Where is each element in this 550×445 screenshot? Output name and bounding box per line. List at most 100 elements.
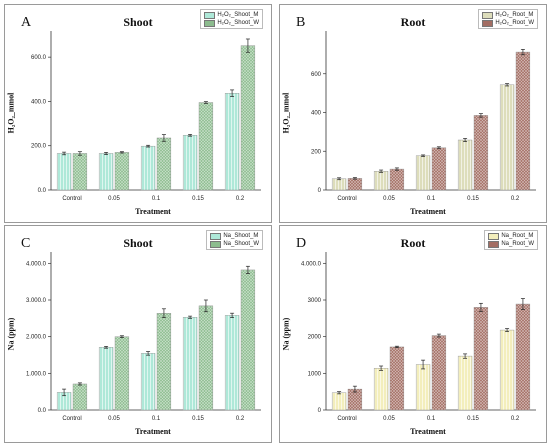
chart-d-plot: 0 1000 2000 3000 4.000.0 Control 0.05 0.1 0.15 0.… bbox=[301, 252, 536, 422]
bar-m bbox=[373, 171, 389, 191]
y-tick-label: 0.0 bbox=[38, 188, 47, 194]
legend-label: H₂O₂_Root_M bbox=[495, 12, 534, 18]
bar-w bbox=[389, 168, 405, 191]
chart-title: Shoot bbox=[123, 236, 153, 250]
legend-item: Na_Shoot_M bbox=[210, 232, 259, 240]
legend-label: Na_Shoot_W bbox=[223, 241, 259, 247]
x-axis-label: Treatment bbox=[135, 427, 171, 436]
x-axis-label: Treatment bbox=[135, 207, 171, 216]
bar-w bbox=[473, 115, 489, 191]
bar-w bbox=[198, 102, 214, 191]
y-tick-label: 0.0 bbox=[38, 408, 47, 414]
bar-m bbox=[499, 329, 515, 411]
legend-item: H₂O₂_Root_W bbox=[482, 19, 534, 27]
bar-m bbox=[98, 347, 114, 411]
legend-item: Na_Root_M bbox=[488, 232, 534, 240]
y-tick-label: 200 bbox=[311, 149, 322, 155]
legend: Na_Root_M Na_Root_W bbox=[484, 230, 538, 250]
legend-swatch-w bbox=[210, 240, 222, 248]
x-tick-label: 0.2 bbox=[511, 196, 520, 202]
bar-w bbox=[156, 312, 172, 411]
x-axis-label: Treatment bbox=[410, 207, 446, 216]
bar-w bbox=[473, 307, 489, 411]
chart-c-plot: 0.0 1.000.0 2.000.0 3.000.0 4.000.0 Control 0.… bbox=[26, 252, 261, 422]
bar-w bbox=[240, 45, 256, 191]
x-tick-label: 0.05 bbox=[383, 416, 395, 422]
bar-w bbox=[389, 346, 405, 411]
x-tick-label: 0.15 bbox=[467, 196, 479, 202]
x-tick-label: 0.15 bbox=[192, 196, 204, 202]
bar-w bbox=[156, 137, 172, 191]
bar-w bbox=[515, 51, 531, 191]
bar-w bbox=[114, 336, 130, 411]
bar-m bbox=[140, 353, 156, 411]
y-tick-label: 3000 bbox=[308, 298, 322, 304]
x-tick-label: Control bbox=[337, 196, 356, 202]
legend-item: Na_Root_W bbox=[488, 240, 534, 248]
x-tick-label: 0.1 bbox=[427, 416, 436, 422]
chart-title: Root bbox=[400, 15, 426, 29]
x-tick-label: 0.05 bbox=[108, 196, 120, 202]
bar-m bbox=[457, 139, 473, 191]
bar-m bbox=[457, 355, 473, 411]
legend-swatch-w bbox=[488, 240, 500, 248]
bar-w bbox=[515, 303, 531, 411]
bar-m bbox=[224, 315, 240, 411]
panel-d-root-na: 0 1000 2000 3000 4.000.0 Control 0.05 0.1 0.15 0.… bbox=[279, 225, 547, 443]
bar-m bbox=[98, 153, 114, 191]
legend-label: H₂O₂_Root_W bbox=[495, 20, 534, 26]
x-tick-label: 0.05 bbox=[108, 416, 120, 422]
y-tick-label: 0 bbox=[318, 408, 322, 414]
chart-title: Shoot bbox=[123, 15, 153, 29]
x-tick-label: Control bbox=[62, 196, 81, 202]
legend-swatch-w bbox=[204, 19, 216, 27]
chart-title: Root bbox=[400, 236, 426, 250]
bar-m bbox=[373, 367, 389, 411]
bar-m bbox=[499, 84, 515, 191]
legend: H₂O₂_Shoot_M H₂O₂_Shoot_W bbox=[200, 9, 263, 29]
legend-swatch-m bbox=[488, 232, 500, 240]
legend-swatch-m bbox=[204, 11, 216, 19]
y-tick-label: 1000 bbox=[308, 371, 322, 377]
x-tick-label: 0.2 bbox=[236, 196, 245, 202]
legend-label: Na_Root_M bbox=[501, 233, 534, 239]
bar-w bbox=[431, 147, 447, 191]
y-tick-label: 3.000.0 bbox=[26, 298, 47, 304]
bar-w bbox=[240, 269, 256, 411]
y-tick-label: 400.0 bbox=[31, 99, 47, 105]
legend-item: H₂O₂_Shoot_W bbox=[204, 19, 259, 27]
y-tick-label: 4.000.0 bbox=[26, 261, 47, 267]
x-tick-label: 0.2 bbox=[236, 416, 245, 422]
y-tick-label: 2.000.0 bbox=[26, 335, 47, 341]
legend: Na_Shoot_M Na_Shoot_W bbox=[206, 230, 263, 250]
y-tick-label: 600.0 bbox=[31, 55, 47, 61]
bar-w bbox=[114, 152, 130, 191]
legend-item: H₂O₂_Root_M bbox=[482, 11, 534, 19]
x-tick-label: 0.1 bbox=[152, 416, 161, 422]
legend: H₂O₂_Root_M H₂O₂_Root_W bbox=[478, 9, 538, 29]
y-tick-label: 1.000.0 bbox=[26, 371, 47, 377]
legend-label: Na_Root_W bbox=[501, 241, 534, 247]
bar-w bbox=[72, 383, 88, 411]
legend-label: H₂O₂_Shoot_W bbox=[217, 20, 259, 26]
y-tick-label: 4.000.0 bbox=[301, 261, 322, 267]
panel-letter: A bbox=[21, 15, 32, 30]
bar-m bbox=[182, 317, 198, 411]
bar-m bbox=[415, 155, 431, 191]
bar-w bbox=[431, 335, 447, 411]
x-tick-label: 0.05 bbox=[383, 196, 395, 202]
x-tick-label: 0.15 bbox=[192, 416, 204, 422]
legend-swatch-m bbox=[210, 232, 222, 240]
panel-letter: C bbox=[21, 236, 31, 251]
legend-swatch-m bbox=[482, 11, 494, 19]
panel-letter: B bbox=[296, 15, 306, 30]
x-tick-label: 0.1 bbox=[427, 196, 436, 202]
panel-letter: D bbox=[296, 236, 307, 251]
chart-b-plot: 0 200 400 600 Control 0.05 0.1 0.15 0.2 bbox=[311, 31, 536, 202]
x-tick-label: 0.1 bbox=[152, 196, 161, 202]
panel-c-shoot-na: 0.0 1.000.0 2.000.0 3.000.0 4.000.0 Control 0.… bbox=[4, 225, 272, 443]
y-tick-label: 2000 bbox=[308, 335, 322, 341]
legend-swatch-w bbox=[482, 19, 494, 27]
bar-m bbox=[331, 178, 347, 191]
panel-a-shoot-h2o2: 0.0 200.0 400.0 600.0 Control 0.05 0.1 0.15 0.2 … bbox=[4, 4, 272, 223]
